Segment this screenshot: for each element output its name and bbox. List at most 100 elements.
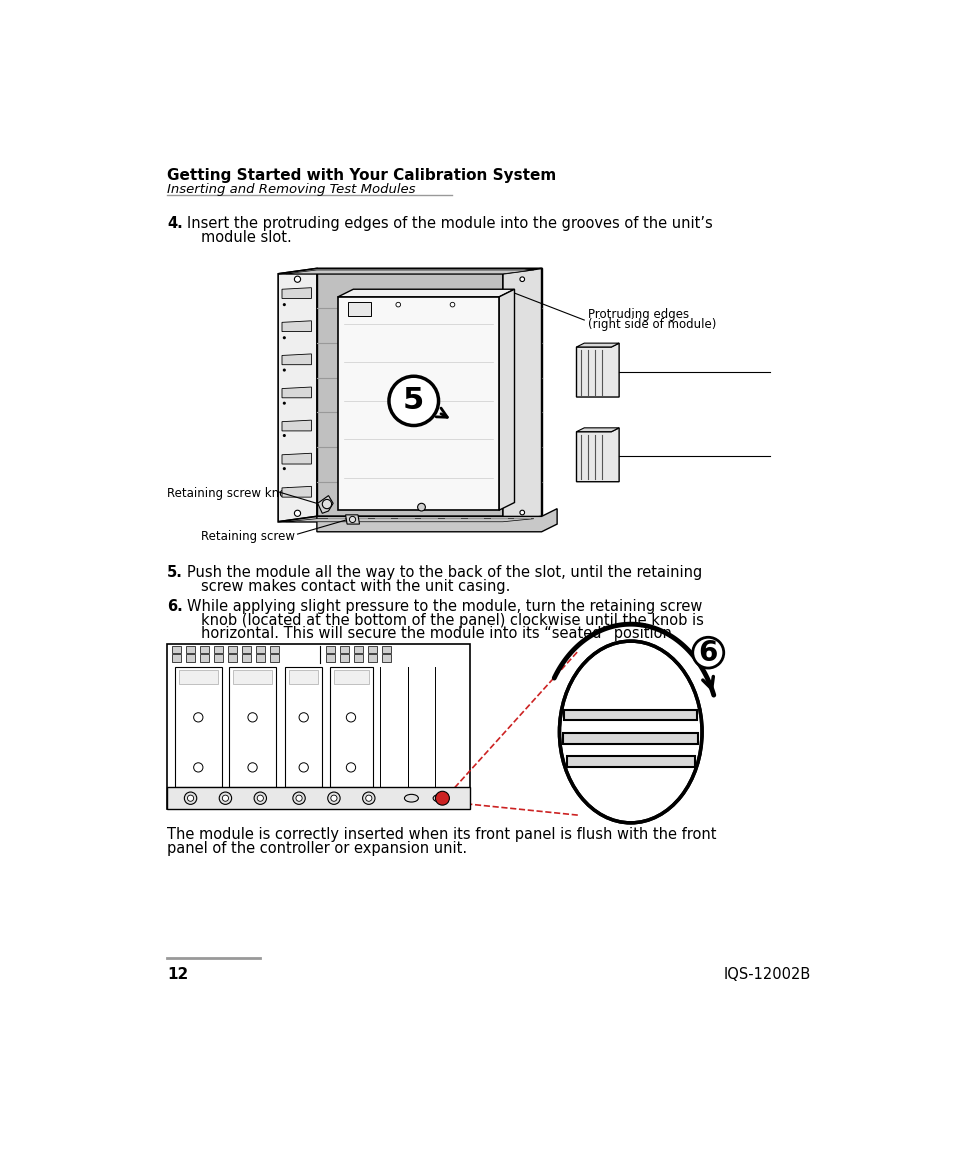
- Circle shape: [193, 713, 203, 722]
- Polygon shape: [337, 290, 514, 297]
- Polygon shape: [576, 343, 618, 347]
- Circle shape: [248, 713, 257, 722]
- Polygon shape: [576, 428, 618, 431]
- Circle shape: [222, 795, 229, 801]
- Bar: [228, 646, 236, 654]
- Circle shape: [193, 763, 203, 772]
- Text: screw makes contact with the unit casing.: screw makes contact with the unit casing…: [200, 578, 510, 593]
- Circle shape: [282, 402, 286, 404]
- Polygon shape: [282, 420, 311, 431]
- Text: The module is correctly inserted when its front panel is flush with the front: The module is correctly inserted when it…: [167, 826, 716, 841]
- Polygon shape: [282, 287, 311, 299]
- Ellipse shape: [558, 641, 701, 823]
- Bar: [228, 654, 236, 662]
- Text: (right side of module): (right side of module): [587, 319, 716, 331]
- Text: 4.: 4.: [167, 216, 183, 231]
- Bar: [348, 302, 371, 316]
- Polygon shape: [316, 509, 557, 532]
- Circle shape: [282, 369, 286, 372]
- Polygon shape: [282, 487, 311, 497]
- Bar: [186, 646, 195, 654]
- Polygon shape: [278, 269, 541, 274]
- Bar: [381, 646, 391, 654]
- Bar: [213, 654, 223, 662]
- Text: 5: 5: [403, 386, 424, 415]
- Bar: [255, 646, 265, 654]
- Circle shape: [435, 792, 449, 806]
- Text: Retaining screw: Retaining screw: [200, 530, 294, 544]
- Text: IQS-12002B: IQS-12002B: [722, 967, 810, 982]
- Text: 12: 12: [167, 967, 189, 982]
- Circle shape: [282, 467, 286, 471]
- Circle shape: [295, 795, 302, 801]
- Polygon shape: [282, 387, 311, 398]
- Polygon shape: [278, 269, 316, 522]
- Circle shape: [187, 795, 193, 801]
- Bar: [241, 654, 251, 662]
- Polygon shape: [317, 496, 333, 513]
- Bar: [199, 654, 209, 662]
- Circle shape: [450, 302, 455, 307]
- Circle shape: [248, 763, 257, 772]
- Circle shape: [395, 302, 400, 307]
- Circle shape: [346, 763, 355, 772]
- Polygon shape: [316, 269, 541, 517]
- Ellipse shape: [404, 794, 418, 802]
- Bar: [213, 646, 223, 654]
- Circle shape: [389, 377, 438, 425]
- Circle shape: [294, 510, 300, 517]
- Bar: [186, 654, 195, 662]
- Bar: [340, 654, 349, 662]
- Text: Insert the protruding edges of the module into the grooves of the unit’s: Insert the protruding edges of the modul…: [187, 216, 712, 231]
- Bar: [270, 646, 278, 654]
- Circle shape: [328, 792, 340, 804]
- Bar: [368, 654, 377, 662]
- Circle shape: [346, 713, 355, 722]
- Bar: [340, 646, 349, 654]
- Text: 6: 6: [698, 639, 718, 666]
- Bar: [566, 756, 694, 766]
- Ellipse shape: [433, 794, 447, 802]
- Bar: [255, 654, 265, 662]
- Text: panel of the controller or expansion unit.: panel of the controller or expansion uni…: [167, 841, 467, 857]
- Bar: [289, 670, 318, 684]
- Circle shape: [692, 637, 723, 668]
- Bar: [381, 654, 391, 662]
- Circle shape: [519, 277, 524, 282]
- Text: Retaining screw knob: Retaining screw knob: [167, 487, 294, 501]
- Bar: [167, 787, 469, 809]
- Circle shape: [282, 336, 286, 340]
- Circle shape: [362, 792, 375, 804]
- Circle shape: [294, 276, 300, 283]
- Polygon shape: [337, 297, 498, 510]
- Bar: [167, 644, 469, 809]
- Bar: [285, 668, 322, 787]
- Bar: [334, 670, 369, 684]
- Circle shape: [298, 763, 308, 772]
- Bar: [354, 654, 363, 662]
- Bar: [172, 654, 181, 662]
- Circle shape: [282, 433, 286, 437]
- Polygon shape: [345, 515, 359, 524]
- Bar: [326, 654, 335, 662]
- Text: While applying slight pressure to the module, turn the retaining screw: While applying slight pressure to the mo…: [187, 599, 701, 614]
- Circle shape: [293, 792, 305, 804]
- Bar: [229, 668, 275, 787]
- Bar: [354, 646, 363, 654]
- Bar: [563, 709, 697, 721]
- Polygon shape: [576, 428, 618, 482]
- Circle shape: [219, 792, 232, 804]
- Polygon shape: [282, 353, 311, 365]
- Text: 6.: 6.: [167, 599, 183, 614]
- Text: Push the module all the way to the back of the slot, until the retaining: Push the module all the way to the back …: [187, 564, 701, 580]
- Bar: [241, 646, 251, 654]
- Polygon shape: [576, 343, 618, 398]
- Bar: [174, 668, 221, 787]
- Bar: [179, 670, 217, 684]
- Text: Inserting and Removing Test Modules: Inserting and Removing Test Modules: [167, 183, 416, 196]
- Circle shape: [331, 795, 336, 801]
- Polygon shape: [282, 321, 311, 331]
- Bar: [270, 654, 278, 662]
- Text: knob (located at the bottom of the panel) clockwise until the knob is: knob (located at the bottom of the panel…: [200, 613, 702, 628]
- Text: horizontal. This will secure the module into its “seated” position.: horizontal. This will secure the module …: [200, 627, 676, 641]
